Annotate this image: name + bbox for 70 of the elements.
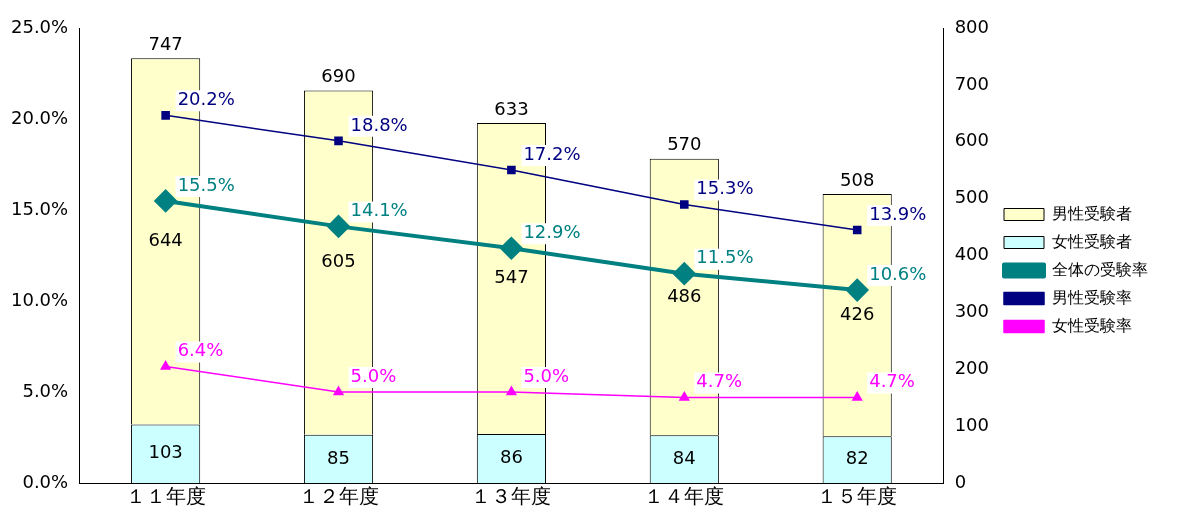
total-label: 508: [840, 168, 875, 190]
point: [673, 262, 696, 285]
data-label: 13.9%: [869, 202, 927, 224]
point: [852, 391, 863, 401]
legend-label: 男性受験率: [1052, 287, 1132, 307]
point: [506, 386, 517, 396]
point: [500, 237, 523, 260]
data-label: 4.7%: [696, 370, 743, 392]
data-label: 5.0%: [350, 364, 397, 386]
x-tick-label: １２年度: [298, 484, 379, 509]
data-label: 86: [499, 446, 523, 468]
total-label: 747: [148, 32, 183, 54]
data-label: 486: [667, 284, 702, 306]
y2-tick-label: 300: [954, 300, 989, 322]
y-tick-label: 10.0%: [10, 288, 69, 310]
y2-tick-label: 100: [954, 413, 989, 435]
data-label: 14.1%: [350, 199, 408, 221]
legend-label: 全体の受験率: [1052, 259, 1148, 279]
x-tick-label: １１年度: [125, 484, 206, 509]
data-label: 4.7%: [869, 370, 915, 392]
data-label: 82: [845, 447, 869, 469]
point: [507, 165, 516, 175]
data-label: 15.5%: [177, 173, 235, 195]
y-tick-label: 25.0%: [10, 15, 69, 37]
data-label: 6.4%: [177, 339, 224, 361]
y2-tick-label: 200: [954, 356, 989, 378]
point: [160, 360, 171, 370]
y-tick-label: 15.0%: [10, 197, 69, 219]
y2-tick-label: 0: [954, 470, 967, 492]
data-label: 10.6%: [869, 262, 927, 284]
legend-label: 女性受験率: [1052, 315, 1132, 335]
point: [680, 200, 689, 209]
y2-tick-label: 400: [954, 243, 989, 265]
data-label: 20.2%: [177, 88, 235, 110]
data-label: 18.8%: [350, 113, 408, 135]
x-tick-label: １３年度: [471, 484, 552, 509]
total-label: 570: [667, 133, 702, 155]
y2-tick-label: 600: [954, 129, 989, 151]
point: [333, 386, 344, 396]
point: [846, 279, 869, 302]
legend-label: 男性受験者: [1052, 203, 1132, 223]
y-tick-label: 0.0%: [22, 470, 69, 492]
legend-label: 女性受験者: [1052, 231, 1132, 251]
x-tick-label: １４年度: [644, 484, 725, 509]
data-label: 103: [148, 441, 183, 463]
point: [154, 189, 177, 212]
data-label: 11.5%: [696, 246, 754, 268]
data-label: 17.2%: [523, 142, 581, 164]
point: [852, 225, 862, 235]
point: [679, 391, 690, 401]
point: [161, 111, 170, 120]
data-label: 644: [148, 228, 183, 250]
data-label: 12.9%: [523, 220, 581, 242]
y-tick-label: 5.0%: [22, 379, 69, 401]
data-label: 15.3%: [696, 177, 754, 199]
data-label: 84: [672, 446, 696, 468]
point: [334, 136, 343, 146]
data-label: 605: [321, 250, 356, 272]
y-tick-label: 20.0%: [10, 106, 69, 128]
data-label: 426: [840, 302, 875, 324]
data-label: 85: [327, 446, 350, 468]
total-label: 633: [494, 97, 529, 119]
total-label: 690: [321, 65, 356, 87]
data-label: 5.0%: [523, 364, 570, 386]
y2-tick-label: 700: [954, 72, 989, 94]
data-label: 547: [494, 266, 529, 288]
point: [327, 215, 350, 238]
y2-tick-label: 800: [954, 15, 989, 37]
y2-tick-label: 500: [954, 186, 989, 208]
x-tick-label: １５年度: [817, 484, 898, 509]
